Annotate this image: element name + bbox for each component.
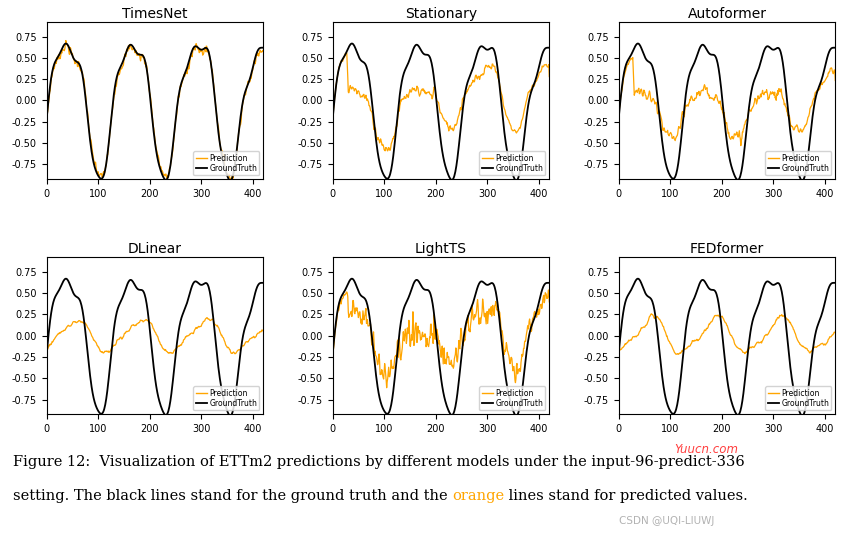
Title: Autoformer: Autoformer bbox=[688, 7, 767, 21]
Legend: Prediction, GroundTruth: Prediction, GroundTruth bbox=[765, 386, 831, 410]
Text: setting. The black lines stand for the ground truth and the: setting. The black lines stand for the g… bbox=[13, 489, 452, 502]
Title: LightTS: LightTS bbox=[415, 242, 467, 256]
Title: FEDformer: FEDformer bbox=[689, 242, 764, 256]
Title: Stationary: Stationary bbox=[404, 7, 477, 21]
Text: Figure 12:  Visualization of ETTm2 predictions by different models under the inp: Figure 12: Visualization of ETTm2 predic… bbox=[13, 455, 745, 469]
Text: orange: orange bbox=[452, 489, 504, 502]
Legend: Prediction, GroundTruth: Prediction, GroundTruth bbox=[765, 151, 831, 175]
Legend: Prediction, GroundTruth: Prediction, GroundTruth bbox=[479, 386, 545, 410]
Legend: Prediction, GroundTruth: Prediction, GroundTruth bbox=[479, 151, 545, 175]
Legend: Prediction, GroundTruth: Prediction, GroundTruth bbox=[193, 386, 259, 410]
Title: TimesNet: TimesNet bbox=[122, 7, 187, 21]
Legend: Prediction, GroundTruth: Prediction, GroundTruth bbox=[193, 151, 259, 175]
Text: Yuucn.com: Yuucn.com bbox=[674, 443, 738, 456]
Text: CSDN @UQI-LIUWJ: CSDN @UQI-LIUWJ bbox=[619, 516, 714, 526]
Title: DLinear: DLinear bbox=[128, 242, 182, 256]
Text: lines stand for predicted values.: lines stand for predicted values. bbox=[504, 489, 748, 502]
